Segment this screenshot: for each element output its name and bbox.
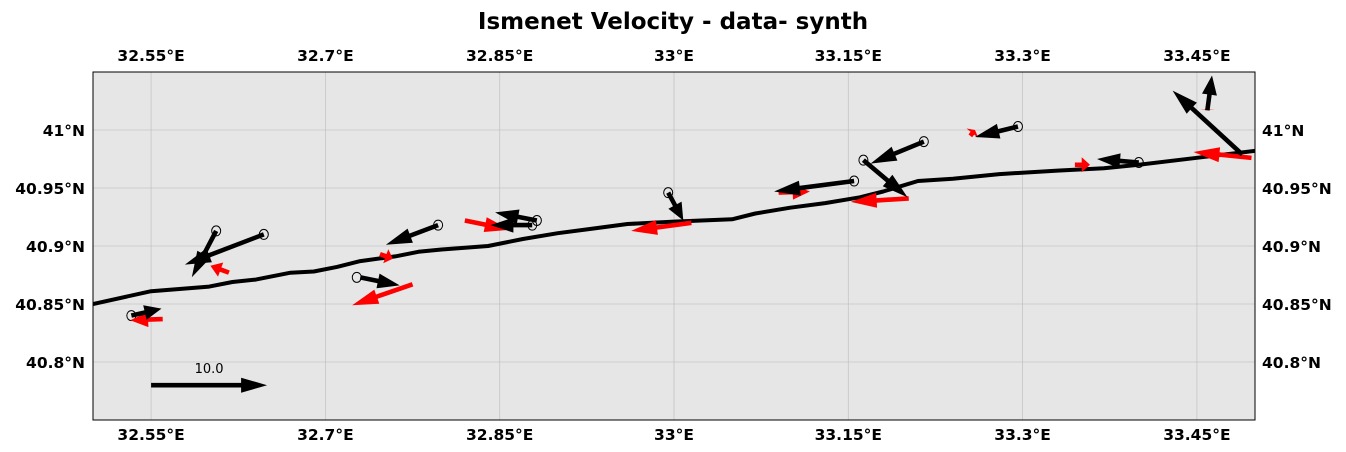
velocity-arrow xyxy=(490,217,533,233)
quiver-key: 10.0 xyxy=(151,362,268,393)
velocity-arrow xyxy=(379,249,393,264)
lon-tick-label-bottom: 33.45°E xyxy=(1163,426,1230,444)
key-label: 10.0 xyxy=(195,362,224,377)
lat-tick-label-left: 40.85°N xyxy=(15,296,85,314)
velocity-arrow xyxy=(1202,75,1217,111)
lon-tick-label-top: 32.7°E xyxy=(297,47,354,65)
velocity-arrow xyxy=(966,128,979,138)
lon-tick-label-top: 33°E xyxy=(654,47,694,65)
lat-tick-label-left: 40.95°N xyxy=(15,180,85,198)
lon-tick-label-top: 33.3°E xyxy=(994,47,1051,65)
lon-tick-label-bottom: 32.85°E xyxy=(466,426,533,444)
lon-tick-label-top: 33.45°E xyxy=(1163,47,1230,65)
lon-tick-label-top: 32.85°E xyxy=(466,47,533,65)
lat-tick-label-left: 40.9°N xyxy=(26,238,85,256)
lat-tick-label-right: 41°N xyxy=(1262,122,1304,140)
velocity-arrow xyxy=(130,312,163,328)
lat-tick-label-left: 40.8°N xyxy=(26,354,85,372)
ellipse xyxy=(211,225,222,237)
lat-tick-label-right: 40.95°N xyxy=(1262,180,1332,198)
axis-ticks: 32.55°E 32.55°E 32.7°E 32.7°E 32.85°E 32.85°E… xyxy=(15,47,1332,444)
lon-tick-label-bottom: 32.55°E xyxy=(117,426,184,444)
lat-tick-label-right: 40.85°N xyxy=(1262,296,1332,314)
lon-tick-label-bottom: 33.3°E xyxy=(994,426,1051,444)
lat-tick-label-left: 41°N xyxy=(43,122,85,140)
velocity-arrow xyxy=(184,232,265,265)
velocity-arrow xyxy=(130,305,162,320)
lon-tick-label-bottom: 32.7°E xyxy=(297,426,354,444)
velocity-arrow xyxy=(495,209,538,225)
velocity-arrow xyxy=(975,123,1019,139)
velocity-arrow xyxy=(1097,153,1139,169)
velocity-arrow xyxy=(666,191,684,221)
velocity-vectors xyxy=(130,75,1252,328)
ellipse xyxy=(858,154,869,166)
lon-tick-label-top: 33.15°E xyxy=(815,47,882,65)
velocity-arrow xyxy=(1172,90,1244,157)
lat-tick-label-right: 40.9°N xyxy=(1262,238,1321,256)
velocity-arrow xyxy=(861,158,908,198)
gridlines xyxy=(93,72,1255,420)
velocity-arrow xyxy=(1193,147,1252,163)
lon-tick-label-bottom: 33°E xyxy=(654,426,694,444)
key-arrow xyxy=(151,377,268,393)
coastline-line xyxy=(93,148,1255,306)
lat-tick-label-right: 40.8°N xyxy=(1262,354,1321,372)
velocity-arrow xyxy=(1074,157,1090,173)
ellipse xyxy=(663,187,674,199)
velocity-arrow xyxy=(870,139,925,164)
lon-tick-label-bottom: 33.15°E xyxy=(815,426,882,444)
velocity-arrow xyxy=(210,262,230,277)
map-title: Ismenet Velocity - data- synth xyxy=(478,9,868,35)
coastline xyxy=(93,148,1255,306)
velocity-arrow xyxy=(359,273,400,289)
velocity-arrow xyxy=(631,220,692,235)
velocity-arrow xyxy=(850,192,909,208)
velocity-arrow xyxy=(774,178,855,196)
velocity-arrow xyxy=(352,282,414,306)
map-frame xyxy=(92,71,1256,421)
velocity-arrow xyxy=(464,217,511,232)
lon-tick-label-top: 32.55°E xyxy=(117,47,184,65)
velocity-arrow xyxy=(385,223,439,245)
